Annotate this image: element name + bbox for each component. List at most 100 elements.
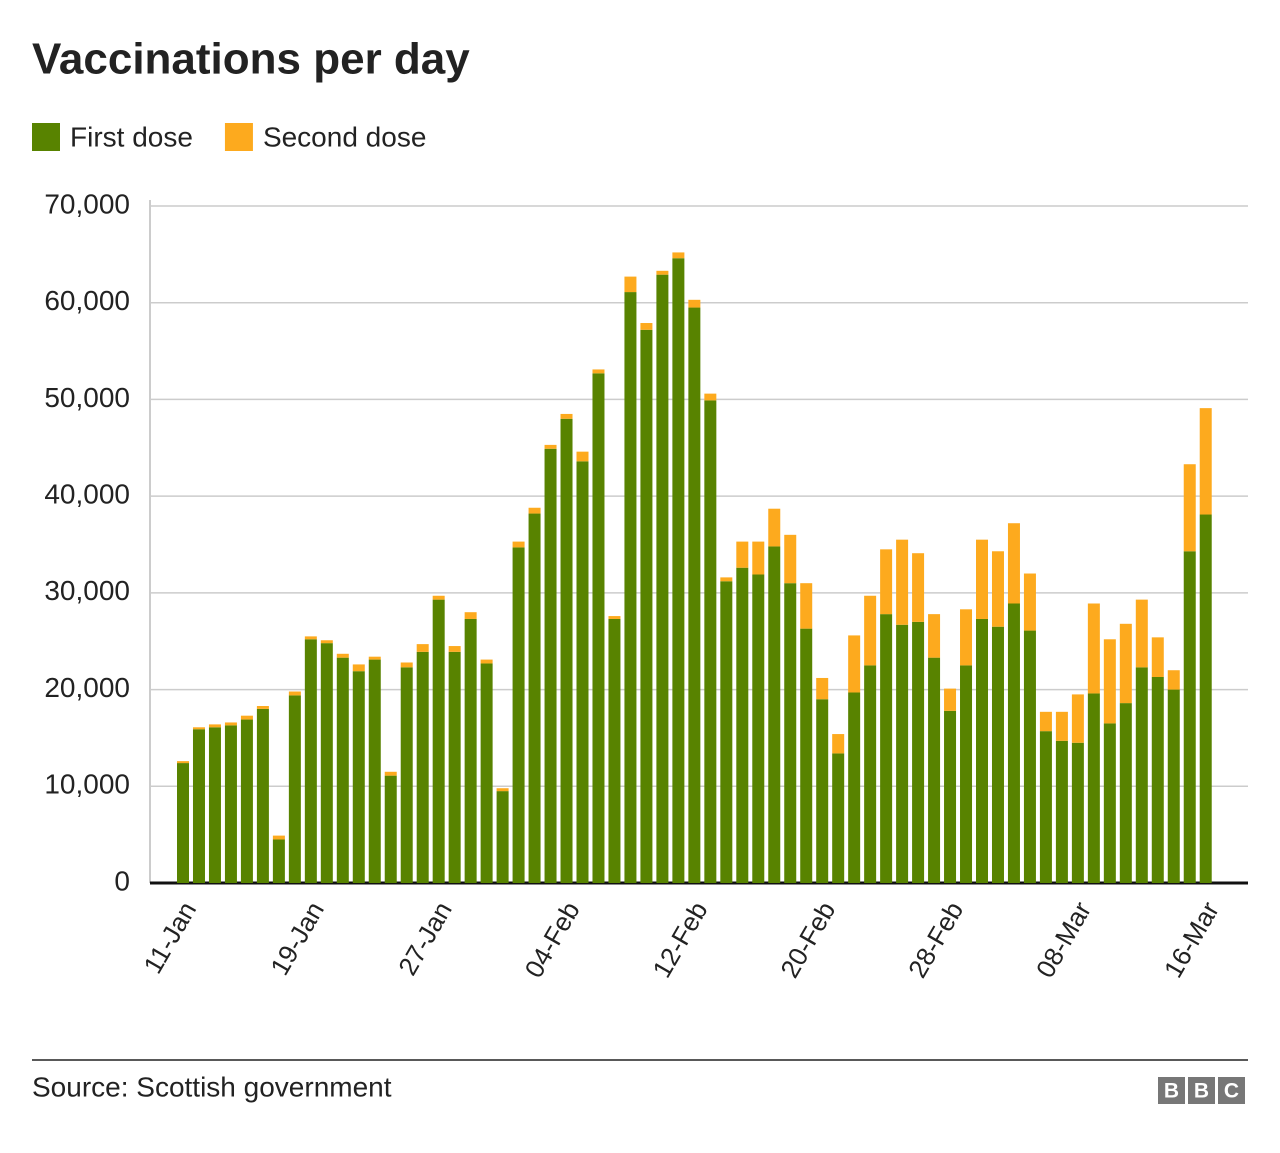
bar-segment bbox=[991, 626, 1004, 883]
bar-segment bbox=[928, 657, 941, 883]
bar-segment bbox=[208, 724, 221, 728]
bar-segment bbox=[304, 639, 317, 883]
legend-swatch bbox=[224, 123, 253, 151]
x-tick-label: 28-Feb bbox=[902, 896, 969, 982]
bar-segment bbox=[1167, 689, 1180, 883]
bar-segment bbox=[1119, 703, 1132, 883]
bar-segment bbox=[177, 763, 189, 883]
bar-segment bbox=[592, 369, 605, 374]
bar-segment bbox=[880, 549, 893, 615]
bar-segment bbox=[1039, 711, 1052, 732]
logo-block bbox=[1218, 1077, 1245, 1104]
bar-segment bbox=[464, 612, 477, 619]
bar-segment bbox=[177, 761, 189, 764]
bar-segment bbox=[832, 753, 845, 883]
y-tick-label: 10,000 bbox=[44, 769, 130, 800]
bar-segment bbox=[688, 307, 701, 883]
bar-segment bbox=[512, 541, 525, 548]
bar-segment bbox=[1135, 667, 1148, 883]
bar-segment bbox=[1055, 740, 1068, 883]
x-tick-label: 16-Mar bbox=[1158, 896, 1225, 983]
y-tick-label: 20,000 bbox=[44, 672, 130, 703]
bar-segment bbox=[496, 788, 509, 792]
bar-segment bbox=[256, 708, 269, 883]
bar-segment bbox=[672, 252, 685, 259]
y-tick-label: 70,000 bbox=[44, 188, 130, 219]
bar-segment bbox=[272, 835, 285, 840]
logo-letter: C bbox=[1224, 1080, 1239, 1103]
bar-segment bbox=[400, 667, 413, 883]
y-tick-label: 0 bbox=[114, 865, 130, 896]
bar-segment bbox=[880, 614, 893, 883]
bar-segment bbox=[576, 461, 589, 883]
bar-segment bbox=[400, 662, 413, 668]
bar-segment bbox=[288, 691, 301, 696]
bar-segment bbox=[384, 771, 397, 776]
bar-segment bbox=[1151, 676, 1164, 883]
legend-swatch bbox=[32, 123, 60, 151]
bar-segment bbox=[352, 664, 365, 672]
bar-segment bbox=[1087, 603, 1100, 694]
bar-segment bbox=[480, 663, 493, 883]
bar-segment bbox=[608, 616, 621, 619]
bar-segment bbox=[704, 393, 717, 401]
bar-segment bbox=[816, 699, 829, 883]
bar-segment bbox=[944, 688, 957, 711]
x-tick-label: 08-Mar bbox=[1030, 896, 1097, 983]
y-tick-label: 30,000 bbox=[44, 575, 130, 606]
y-tick-label: 60,000 bbox=[44, 285, 130, 316]
logo-block bbox=[1158, 1077, 1185, 1104]
bar-segment bbox=[784, 534, 797, 584]
bar-segment bbox=[592, 373, 605, 883]
bar-segment bbox=[624, 276, 637, 293]
bar-segment bbox=[1103, 723, 1116, 883]
logo-block bbox=[1188, 1077, 1215, 1104]
bar-segment bbox=[928, 614, 941, 658]
bar-segment bbox=[208, 727, 221, 883]
bar-segment bbox=[800, 628, 813, 883]
bar-segment bbox=[704, 400, 717, 883]
bar-segment bbox=[1055, 711, 1068, 741]
bar-segment bbox=[752, 574, 765, 883]
bar-segment bbox=[256, 706, 269, 709]
bar-segment bbox=[768, 546, 781, 883]
bar-segment bbox=[1183, 551, 1196, 883]
bar-segment bbox=[672, 258, 685, 883]
bar-segment bbox=[272, 839, 285, 883]
bar-segment bbox=[1039, 731, 1052, 883]
bar-segment bbox=[864, 595, 877, 666]
bar-segment bbox=[976, 539, 988, 619]
bar-segment bbox=[336, 657, 349, 883]
x-tick-label: 27-Jan bbox=[392, 896, 458, 980]
bar-segment bbox=[1199, 514, 1212, 883]
source: Source: Scottish government bbox=[32, 1071, 392, 1102]
bar-segment bbox=[192, 727, 205, 730]
bar-segment bbox=[224, 722, 237, 726]
bar-segment bbox=[464, 618, 477, 883]
bar-segment bbox=[912, 621, 925, 883]
logo-letter: B bbox=[1164, 1080, 1179, 1103]
bar-segment bbox=[576, 451, 589, 462]
bar-segment bbox=[832, 734, 845, 754]
chart-title: Vaccinations per day bbox=[32, 35, 470, 84]
bar-segment bbox=[560, 418, 573, 883]
bar-segment bbox=[800, 583, 813, 629]
bar-segment bbox=[1007, 603, 1020, 883]
bar-segment bbox=[688, 299, 701, 308]
bar-segment bbox=[960, 609, 973, 666]
bar-segment bbox=[432, 599, 445, 883]
bar-segment bbox=[944, 710, 957, 883]
bar-segment bbox=[608, 618, 621, 883]
x-tick-label: 11-Jan bbox=[137, 896, 202, 978]
bar-segment bbox=[656, 270, 669, 275]
bar-segment bbox=[448, 651, 461, 883]
bar-segment bbox=[736, 541, 749, 568]
bar-segment bbox=[320, 640, 333, 644]
bar-segment bbox=[320, 643, 333, 883]
bar-segment bbox=[736, 567, 749, 883]
bar-segment bbox=[1023, 630, 1036, 883]
bar-segment bbox=[480, 659, 493, 664]
bar-segment bbox=[752, 541, 765, 575]
bar-segment bbox=[848, 635, 861, 693]
